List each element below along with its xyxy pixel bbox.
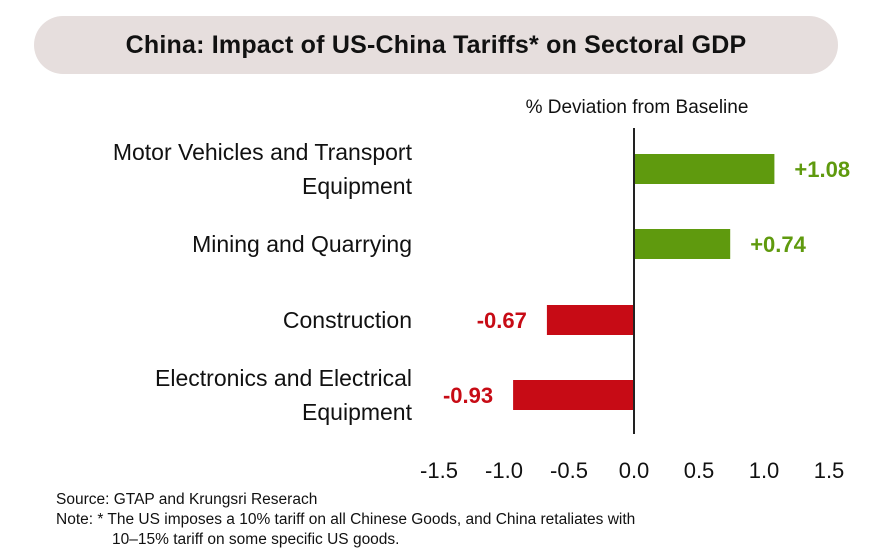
category-label-2: Mining and Quarrying — [192, 231, 412, 257]
category-label-3: Construction — [283, 307, 412, 333]
bar-4 — [513, 380, 634, 410]
bar-2 — [634, 229, 731, 259]
x-tick-label: 0.0 — [619, 458, 650, 483]
title-banner: China: Impact of US-China Tariffs* on Se… — [34, 16, 838, 74]
x-tick-label: -1.5 — [420, 458, 458, 483]
bar-3 — [546, 305, 634, 335]
category-label-1-line-2: Equipment — [302, 173, 413, 199]
chart-footer: Source: GTAP and Krungsri Reserach Note:… — [56, 490, 846, 550]
x-tick-label: -0.5 — [550, 458, 588, 483]
category-label-1-line-1: Motor Vehicles and Transport — [113, 139, 413, 165]
x-axis-label: % Deviation from Baseline — [526, 97, 749, 118]
data-label-2: +0.74 — [750, 232, 806, 257]
footnote-line-1: Note: * The US imposes a 10% tariff on a… — [56, 511, 636, 528]
footnote-line-2: 10–15% tariff on some specific US goods. — [112, 531, 400, 548]
chart-title: China: Impact of US-China Tariffs* on Se… — [125, 30, 747, 59]
category-label-4-line-1: Electronics and Electrical — [155, 365, 412, 391]
data-label-3: -0.67 — [477, 308, 527, 333]
x-tick-label: 0.5 — [684, 458, 715, 483]
data-label-4: -0.93 — [443, 383, 493, 408]
bar-chart: % Deviation from Baseline +1.08 Motor Vehi… — [113, 97, 850, 483]
data-label-1: +1.08 — [794, 157, 850, 182]
x-tick-label: 1.0 — [749, 458, 780, 483]
category-label-4-line-2: Equipment — [302, 399, 413, 425]
x-tick-label: -1.0 — [485, 458, 523, 483]
source-note: Source: GTAP and Krungsri Reserach — [56, 491, 318, 508]
x-tick-label: 1.5 — [814, 458, 845, 483]
bar-1 — [634, 154, 775, 184]
